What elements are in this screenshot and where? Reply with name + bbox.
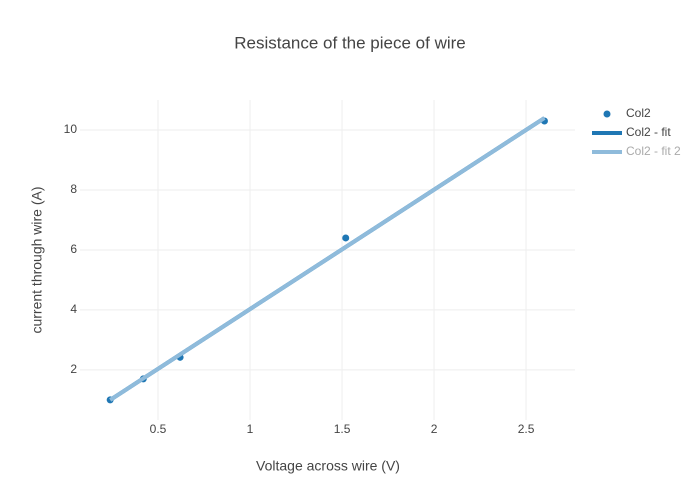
y-tick-label: 2: [70, 362, 77, 376]
legend-label: Col2 - fit 2: [626, 144, 681, 158]
y-tick-label: 8: [70, 182, 77, 196]
y-axis-title: current through wire (A): [29, 186, 45, 333]
fit-line: [109, 116, 546, 402]
chart-title: Resistance of the piece of wire: [234, 33, 466, 52]
data-point: [342, 234, 350, 242]
x-tick-label: 2: [431, 422, 438, 436]
x-tick-label: 1: [247, 422, 254, 436]
legend-label: Col2 - fit: [626, 125, 671, 139]
x-tick-label: 0.5: [150, 422, 167, 436]
legend-label: Col2: [626, 106, 651, 120]
legend-swatch: [603, 110, 611, 118]
y-tick-label: 4: [70, 302, 77, 316]
x-axis-title: Voltage across wire (V): [256, 458, 400, 474]
x-tick-label: 1.5: [334, 422, 351, 436]
x-tick-label: 2.5: [518, 422, 535, 436]
y-tick-label: 6: [70, 242, 77, 256]
y-tick-label: 10: [64, 122, 78, 136]
